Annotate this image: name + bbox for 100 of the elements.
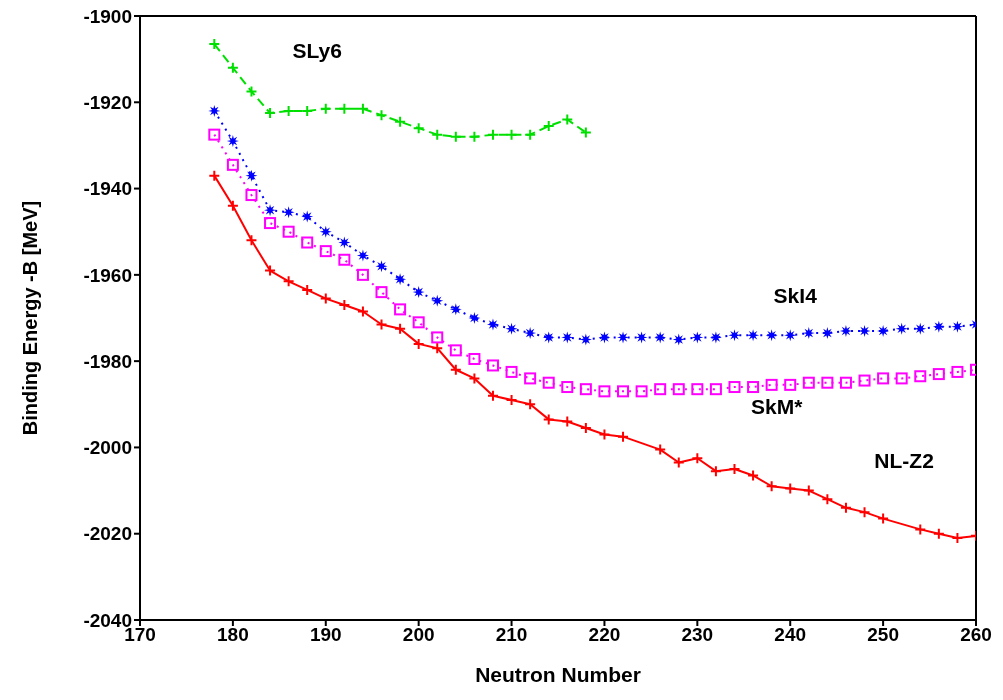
point (765, 378, 778, 391)
point (691, 331, 704, 344)
x-tick-label: 230 (681, 624, 714, 646)
point (542, 413, 555, 426)
y-axis-title: Binding Energy -B [MeV] (19, 200, 42, 436)
x-tick-label: 240 (774, 624, 807, 646)
point (375, 109, 388, 122)
point (524, 128, 537, 141)
point (858, 374, 871, 387)
point (226, 135, 239, 148)
point (394, 303, 407, 316)
point (394, 322, 407, 335)
point (412, 286, 425, 299)
point (301, 236, 314, 249)
point (208, 128, 221, 141)
point (561, 331, 574, 344)
point (338, 102, 351, 115)
point (226, 158, 239, 171)
point (356, 268, 369, 281)
point (672, 333, 685, 346)
y-tick-label: -1920 (83, 92, 132, 114)
point (691, 452, 704, 465)
point (431, 342, 444, 355)
point (319, 225, 332, 238)
point (784, 378, 797, 391)
point (264, 264, 277, 277)
point (245, 234, 258, 247)
point (375, 260, 388, 273)
point (338, 253, 351, 266)
point (951, 365, 964, 378)
point (449, 130, 462, 143)
point (821, 493, 834, 506)
point (245, 85, 258, 98)
point (579, 333, 592, 346)
point (319, 292, 332, 305)
point (747, 469, 760, 482)
point (264, 217, 277, 230)
point (654, 331, 667, 344)
point (784, 329, 797, 342)
point (449, 344, 462, 357)
point (449, 363, 462, 376)
point (431, 331, 444, 344)
point (561, 415, 574, 428)
point (895, 372, 908, 385)
series-label: SLy6 (292, 39, 342, 63)
point (598, 385, 611, 398)
point (709, 465, 722, 478)
point (932, 527, 945, 540)
point (839, 376, 852, 389)
point (486, 389, 499, 402)
point (747, 329, 760, 342)
point (654, 383, 667, 396)
point (301, 210, 314, 223)
point (505, 322, 518, 335)
point (338, 236, 351, 249)
point (728, 381, 741, 394)
point (375, 318, 388, 331)
point (356, 249, 369, 262)
x-axis-title: Neutron Number (475, 663, 641, 686)
x-tick-label: 210 (495, 624, 528, 646)
point (598, 428, 611, 441)
y-tick-label: -1940 (83, 178, 132, 200)
point (431, 128, 444, 141)
point (264, 204, 277, 217)
point (579, 126, 592, 139)
point (282, 225, 295, 238)
y-tick-label: -1960 (83, 264, 132, 286)
point (821, 327, 834, 340)
point (709, 331, 722, 344)
point (561, 381, 574, 394)
point (245, 169, 258, 182)
y-tick-label: -1980 (83, 350, 132, 372)
point (375, 286, 388, 299)
point (524, 327, 537, 340)
point (654, 443, 667, 456)
point (356, 305, 369, 318)
series-label: SkI4 (773, 283, 818, 307)
point (524, 398, 537, 411)
point (468, 130, 481, 143)
point (226, 199, 239, 212)
point (914, 523, 927, 536)
point (245, 189, 258, 202)
point (839, 501, 852, 514)
x-tick-label: 220 (588, 624, 621, 646)
point (394, 115, 407, 128)
point (765, 480, 778, 493)
point (319, 245, 332, 258)
point (431, 294, 444, 307)
point (635, 385, 648, 398)
x-tick-label: 200 (402, 624, 435, 646)
point (802, 327, 815, 340)
point (468, 352, 481, 365)
point (208, 169, 221, 182)
x-tick-label: 180 (217, 624, 249, 646)
point (672, 456, 685, 469)
point (505, 128, 518, 141)
x-tick-label: 190 (309, 624, 342, 646)
point (412, 316, 425, 329)
point (282, 275, 295, 288)
point (914, 370, 927, 383)
